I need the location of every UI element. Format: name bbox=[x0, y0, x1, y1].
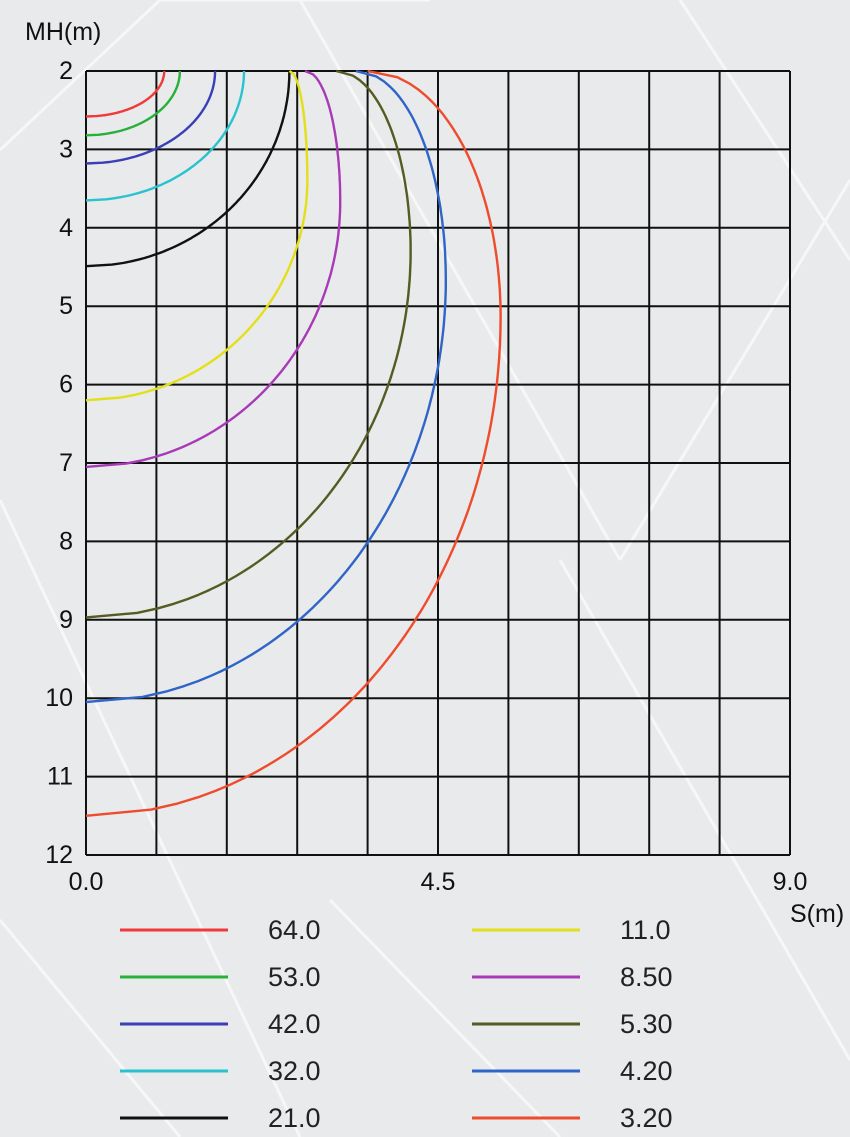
x-tick-label: 4.5 bbox=[421, 868, 456, 896]
y-tick-label: 8 bbox=[59, 527, 73, 555]
background-line bbox=[328, 898, 562, 1137]
background-line bbox=[0, 0, 162, 152]
series-curve-11.0 bbox=[85, 70, 309, 402]
y-tick-label: 11 bbox=[47, 763, 73, 791]
y-axis-title: MH(m) bbox=[25, 18, 101, 46]
chart-grid bbox=[85, 70, 791, 856]
background-line bbox=[678, 0, 850, 261]
legend-label: 11.0 bbox=[620, 915, 671, 945]
legend-item: 53.0 bbox=[120, 962, 321, 992]
x-axis-title: S(m) bbox=[790, 900, 844, 928]
legend-item: 4.20 bbox=[472, 1056, 673, 1086]
series-curve-53.0 bbox=[85, 70, 182, 137]
y-tick-label: 3 bbox=[59, 135, 73, 163]
series-curve-42.0 bbox=[85, 70, 217, 165]
x-tick-label: 9.0 bbox=[773, 868, 808, 896]
series-curve-64.0 bbox=[85, 70, 166, 118]
background-line bbox=[0, 499, 302, 1137]
series-curves bbox=[85, 69, 502, 817]
legend-label: 8.50 bbox=[620, 962, 673, 992]
legend-item: 64.0 bbox=[120, 915, 321, 945]
legend-label: 4.20 bbox=[620, 1056, 673, 1086]
y-tick-label: 4 bbox=[59, 214, 73, 242]
tick-labels: 2 3 4 5 6 7 8 9 10 11 120.0 4.5 9.0 bbox=[45, 57, 807, 896]
legend-label: 53.0 bbox=[268, 962, 321, 992]
y-tick-label: 7 bbox=[59, 449, 73, 477]
background-line bbox=[0, 919, 182, 1137]
legend-item: 8.50 bbox=[472, 962, 673, 992]
y-tick-label: 5 bbox=[59, 292, 73, 320]
series-curve-3.20 bbox=[85, 69, 502, 817]
legend: 64.0 53.0 42.0 32.0 21.0 11.0 8.50 5.30 4.20 3.20 bbox=[120, 915, 673, 1133]
legend-item: 11.0 bbox=[472, 915, 671, 945]
legend-item: 42.0 bbox=[120, 1009, 321, 1039]
legend-label: 42.0 bbox=[268, 1009, 321, 1039]
series-curve-32.0 bbox=[85, 70, 246, 202]
legend-item: 32.0 bbox=[120, 1056, 321, 1086]
series-curve-4.20 bbox=[85, 69, 447, 704]
y-tick-label: 12 bbox=[45, 841, 73, 869]
y-tick-label: 6 bbox=[59, 371, 73, 399]
series-curve-21.0 bbox=[85, 71, 291, 268]
legend-label: 21.0 bbox=[268, 1103, 321, 1133]
legend-item: 5.30 bbox=[472, 1009, 673, 1039]
legend-label: 5.30 bbox=[620, 1009, 673, 1039]
background-line bbox=[298, 0, 622, 561]
series-curve-5.30 bbox=[85, 69, 412, 619]
y-tick-label: 2 bbox=[59, 57, 73, 85]
legend-item: 3.20 bbox=[472, 1103, 673, 1133]
legend-item: 21.0 bbox=[120, 1103, 321, 1133]
series-curve-8.50 bbox=[85, 69, 342, 469]
legend-label: 32.0 bbox=[268, 1056, 321, 1086]
legend-label: 64.0 bbox=[268, 915, 321, 945]
y-tick-label: 9 bbox=[59, 606, 73, 634]
y-tick-label: 10 bbox=[45, 684, 73, 712]
background-line bbox=[558, 559, 850, 1061]
background-line bbox=[618, 179, 850, 561]
x-tick-label: 0.0 bbox=[69, 868, 104, 896]
legend-label: 3.20 bbox=[620, 1103, 673, 1133]
